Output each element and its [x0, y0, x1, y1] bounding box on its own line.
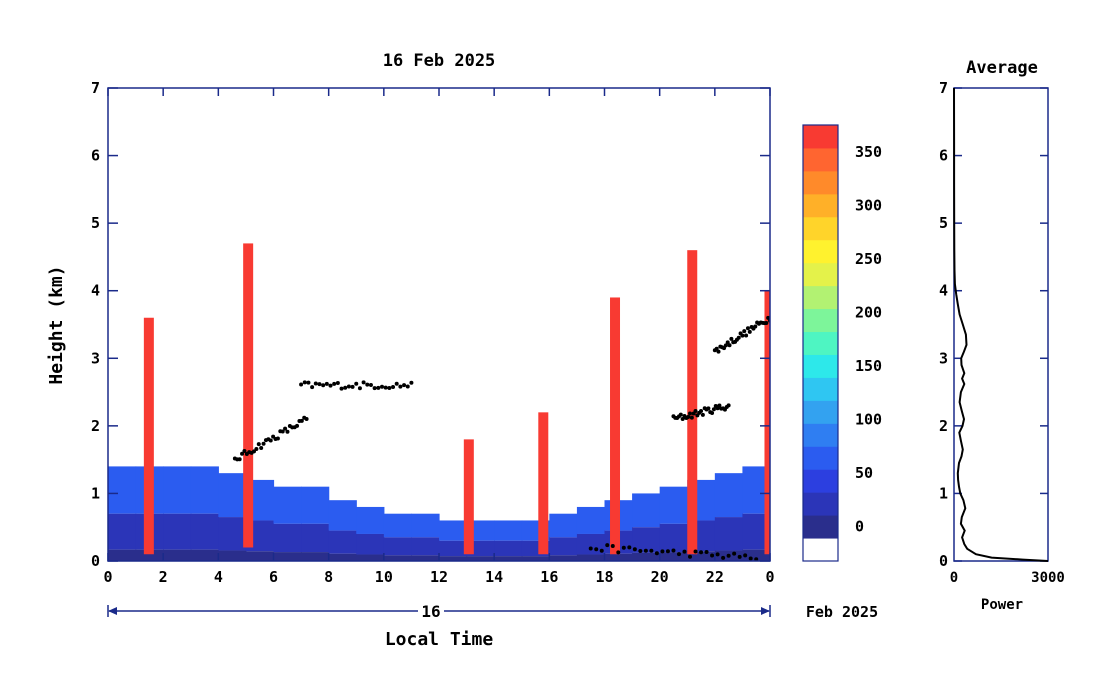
x-tick-label: 20 [651, 568, 669, 586]
average-y-tick-label: 5 [939, 214, 948, 232]
colorbar-swatch [803, 446, 838, 470]
colorbar-swatch [803, 262, 838, 287]
x-tick-label: 16 [540, 568, 558, 586]
x-tick-label: 12 [430, 568, 448, 586]
x-tick-label: 10 [375, 568, 393, 586]
colorbar-swatch [803, 147, 838, 172]
average-x-axis-label: Power [981, 597, 1023, 613]
colorbar-tick-label: 300 [855, 196, 882, 214]
colorbar-swatch [803, 515, 838, 539]
colorbar-tick-label: 350 [855, 143, 882, 161]
heatmap-field [108, 88, 770, 561]
average-y-tick-label: 7 [939, 79, 948, 97]
date-month-label: Feb 2025 [806, 603, 878, 621]
x-tick-label: 6 [269, 568, 278, 586]
average-x-tick-label: 0 [950, 570, 958, 586]
y-axis-ticks: 0 1 2 3 4 5 6 7 [91, 79, 770, 570]
y-tick-label: 2 [91, 417, 100, 435]
colorbar-swatch [803, 331, 838, 355]
colorbar: 0 50 100 150 200 250 300 350 [802, 124, 882, 562]
colorbar-tick-label: 200 [855, 303, 882, 321]
y-tick-label: 3 [91, 349, 100, 367]
x-tick-label: 0 [765, 568, 774, 586]
average-y-tick-label: 0 [939, 552, 948, 570]
y-tick-label: 4 [91, 282, 100, 300]
colorbar-tick-label: 0 [855, 518, 864, 536]
colorbar-swatch [803, 377, 838, 401]
y-tick-label: 5 [91, 214, 100, 232]
x-axis-label: Local Time [385, 629, 494, 650]
x-tick-label: 14 [485, 568, 503, 586]
colorbar-swatch [803, 216, 838, 241]
x-axis-ticks: 0 2 4 6 8 10 12 14 16 18 20 22 0 [103, 88, 775, 586]
x-tick-label: 8 [324, 568, 333, 586]
average-chart-title: Average [966, 58, 1038, 78]
average-y-tick-label: 3 [939, 349, 948, 367]
main-chart-title: 16 Feb 2025 [383, 51, 496, 71]
colorbar-swatch [803, 354, 838, 378]
y-tick-label: 7 [91, 79, 100, 97]
colorbar-tick-label: 150 [855, 357, 882, 375]
colorbar-swatch [803, 193, 838, 218]
colorbar-swatch [803, 469, 838, 493]
colorbar-swatch [803, 308, 838, 333]
cloud-base-markers [232, 315, 770, 561]
y-tick-label: 1 [91, 484, 100, 502]
y-tick-label: 0 [91, 552, 100, 570]
y-tick-label: 6 [91, 147, 100, 165]
colorbar-swatch [803, 125, 838, 149]
date-axis: 16 Feb 2025 [107, 602, 878, 621]
main-chart: 16 Feb 2025 0 2 4 6 8 10 12 14 16 18 20 22 0 0123456… [46, 51, 878, 650]
average-y-tick-label: 2 [939, 417, 948, 435]
x-tick-label: 18 [595, 568, 613, 586]
average-plot-frame [953, 87, 1049, 562]
date-day-label: 16 [421, 602, 440, 621]
average-power-line [953, 87, 1049, 562]
average-x-tick-label: 3000 [1031, 570, 1065, 586]
colorbar-swatch [803, 538, 838, 562]
colorbar-swatch [803, 492, 838, 516]
colorbar-tick-label: 50 [855, 464, 873, 482]
colorbar-swatch [803, 423, 838, 447]
x-tick-label: 0 [103, 568, 112, 586]
y-axis-label: Height (km) [46, 265, 67, 384]
colorbar-tick-label: 100 [855, 410, 882, 428]
average-profile-chart: Average 0 1 2 3 4 5 6 7 0 3000 Power [939, 58, 1065, 613]
colorbar-swatch [803, 170, 838, 195]
colorbar-swatch [803, 239, 838, 264]
x-tick-label: 4 [214, 568, 223, 586]
average-y-tick-label: 1 [939, 484, 948, 502]
x-tick-label: 22 [706, 568, 724, 586]
colorbar-swatch [803, 285, 838, 310]
average-y-tick-label: 4 [939, 282, 948, 300]
colorbar-tick-label: 250 [855, 250, 882, 268]
x-tick-label: 2 [159, 568, 168, 586]
average-y-tick-label: 6 [939, 147, 948, 165]
colorbar-swatch [803, 400, 838, 424]
